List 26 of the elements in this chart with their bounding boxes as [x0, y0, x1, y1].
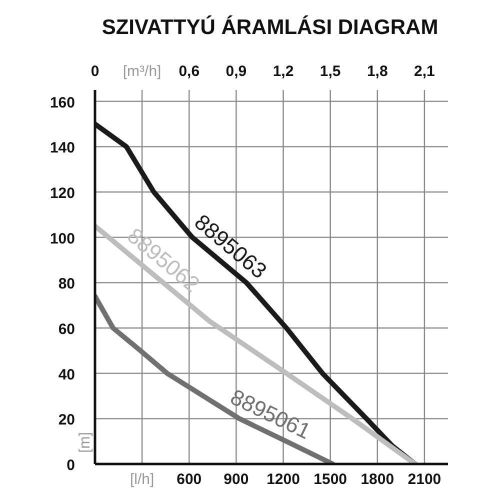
- x2-tick-label: 1,8: [366, 63, 388, 80]
- x-tick-label: 2100: [408, 471, 442, 488]
- x-tick-label: 1200: [266, 471, 300, 488]
- x2-tick-label: 0,9: [226, 63, 247, 80]
- x-tick-label: [l/h]: [130, 471, 154, 488]
- y-tick-label: 80: [58, 276, 75, 293]
- x2-tick-label: 0: [90, 63, 100, 80]
- x-tick-label: 1500: [314, 471, 348, 488]
- y-tick-label: 120: [50, 185, 75, 202]
- x2-tick-label: [m³/h]: [122, 63, 162, 80]
- y-tick-label: 160: [50, 94, 75, 112]
- x2-tick-label: 2,1: [414, 63, 435, 80]
- y-tick-label: 100: [50, 230, 75, 248]
- x2-tick-label: 0,6: [178, 63, 200, 80]
- y-tick-label: 20: [58, 412, 75, 429]
- y-tick-label: 0: [66, 457, 75, 474]
- x-tick-label: 600: [176, 471, 202, 488]
- y-tick-label: 140: [50, 140, 75, 157]
- y-axis-title: [m]: [76, 431, 94, 455]
- x2-tick-label: 1,5: [320, 63, 341, 80]
- chart-title: SZIVATTYÚ ÁRAMLÁSI DIAGRAM: [100, 14, 440, 41]
- y-tick-label: 40: [58, 366, 75, 384]
- y-tick-label: 60: [58, 321, 75, 338]
- x-tick-label: 900: [224, 471, 249, 488]
- x-tick-label: 1800: [360, 471, 394, 488]
- x2-tick-label: 1,2: [272, 63, 294, 80]
